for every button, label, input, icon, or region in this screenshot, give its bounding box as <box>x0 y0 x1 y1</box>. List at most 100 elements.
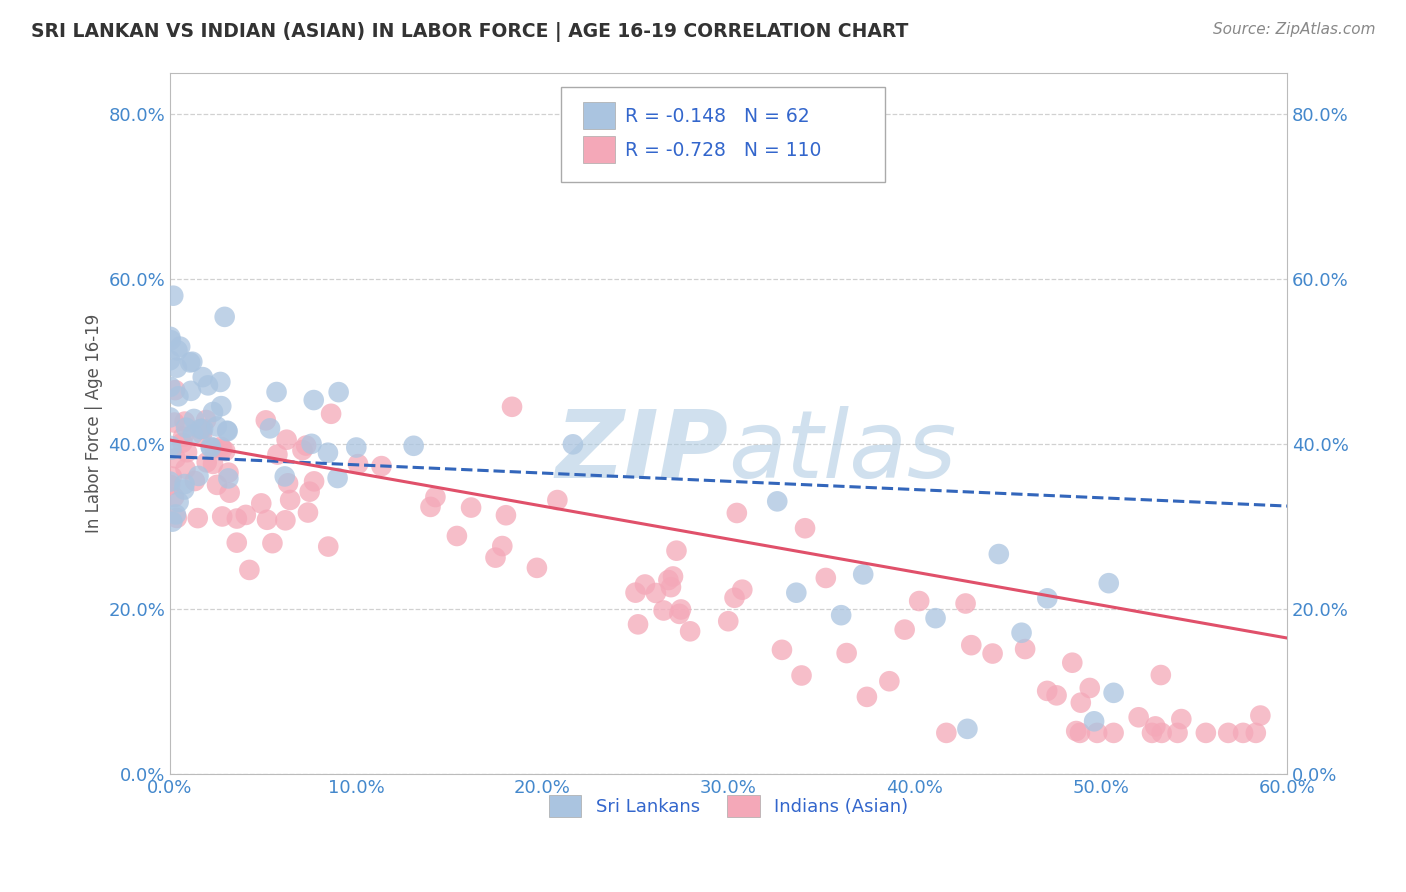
Point <box>561 437 583 451</box>
Point <box>166 511 188 525</box>
Point <box>1062 656 1084 670</box>
Point <box>770 643 793 657</box>
Point <box>725 506 748 520</box>
Point <box>652 603 675 617</box>
Point <box>347 457 370 471</box>
Point <box>785 585 807 599</box>
Text: atlas: atlas <box>728 406 956 497</box>
Point <box>1014 642 1036 657</box>
Point <box>1218 726 1240 740</box>
Point <box>291 443 314 458</box>
Point <box>956 722 979 736</box>
Point <box>298 484 321 499</box>
Point <box>159 410 181 425</box>
Point <box>1064 724 1087 739</box>
Point <box>1150 668 1173 682</box>
Point <box>790 668 813 682</box>
Point <box>302 392 325 407</box>
FancyBboxPatch shape <box>561 87 884 182</box>
Point <box>187 469 209 483</box>
Point <box>180 384 202 398</box>
Point <box>879 674 901 689</box>
Text: Source: ZipAtlas.com: Source: ZipAtlas.com <box>1212 22 1375 37</box>
Point <box>1036 591 1059 606</box>
Point <box>981 647 1004 661</box>
Point <box>1011 625 1033 640</box>
Point <box>262 536 284 550</box>
Point <box>316 446 339 460</box>
Point <box>205 478 228 492</box>
Point <box>627 617 650 632</box>
Point <box>167 389 190 403</box>
Point <box>209 375 232 389</box>
Point <box>217 424 239 438</box>
Text: ZIP: ZIP <box>555 406 728 498</box>
Point <box>924 611 946 625</box>
Point <box>202 405 225 419</box>
Point <box>159 475 181 489</box>
Point <box>526 561 548 575</box>
FancyBboxPatch shape <box>583 103 614 129</box>
Point <box>197 378 219 392</box>
Point <box>634 577 657 591</box>
Point <box>159 380 181 394</box>
Point <box>1102 686 1125 700</box>
Point <box>955 597 977 611</box>
Point <box>278 493 301 508</box>
Point <box>326 471 349 485</box>
Point <box>546 493 568 508</box>
Legend: Sri Lankans, Indians (Asian): Sri Lankans, Indians (Asian) <box>541 789 915 825</box>
Point <box>501 400 523 414</box>
Point <box>1167 726 1189 740</box>
Point <box>174 462 197 476</box>
Point <box>1085 726 1108 740</box>
Point <box>794 521 817 535</box>
Point <box>165 451 187 466</box>
Point <box>235 508 257 522</box>
Text: R = -0.728   N = 110: R = -0.728 N = 110 <box>624 141 821 160</box>
Point <box>274 469 297 483</box>
Point <box>402 439 425 453</box>
Point <box>187 511 209 525</box>
Point <box>1140 726 1163 740</box>
Point <box>191 370 214 384</box>
Point <box>211 442 233 457</box>
Point <box>173 483 195 497</box>
Point <box>1045 689 1067 703</box>
Point <box>160 442 183 457</box>
Point <box>259 421 281 435</box>
Point <box>344 441 367 455</box>
Point <box>319 407 342 421</box>
Point <box>202 457 225 471</box>
Point <box>679 624 702 639</box>
Point <box>209 440 232 454</box>
Point <box>209 399 232 413</box>
Point <box>491 539 513 553</box>
Point <box>1083 714 1105 729</box>
Point <box>295 438 318 452</box>
Point <box>835 646 858 660</box>
Point <box>1069 726 1091 740</box>
Point <box>254 413 277 427</box>
Point <box>1244 726 1267 740</box>
Point <box>1102 726 1125 740</box>
Point <box>217 471 239 485</box>
Point <box>277 476 299 491</box>
Point <box>297 506 319 520</box>
Point <box>766 494 789 508</box>
Point <box>814 571 837 585</box>
Point <box>179 355 201 369</box>
Point <box>195 413 218 427</box>
Point <box>830 608 852 623</box>
Point <box>160 333 183 347</box>
Point <box>425 490 447 504</box>
Point <box>238 563 260 577</box>
Point <box>1150 726 1173 740</box>
Point <box>370 459 392 474</box>
Point <box>419 500 441 514</box>
Point <box>446 529 468 543</box>
Point <box>645 586 668 600</box>
Point <box>172 430 194 444</box>
Point <box>218 485 240 500</box>
Point <box>225 535 247 549</box>
